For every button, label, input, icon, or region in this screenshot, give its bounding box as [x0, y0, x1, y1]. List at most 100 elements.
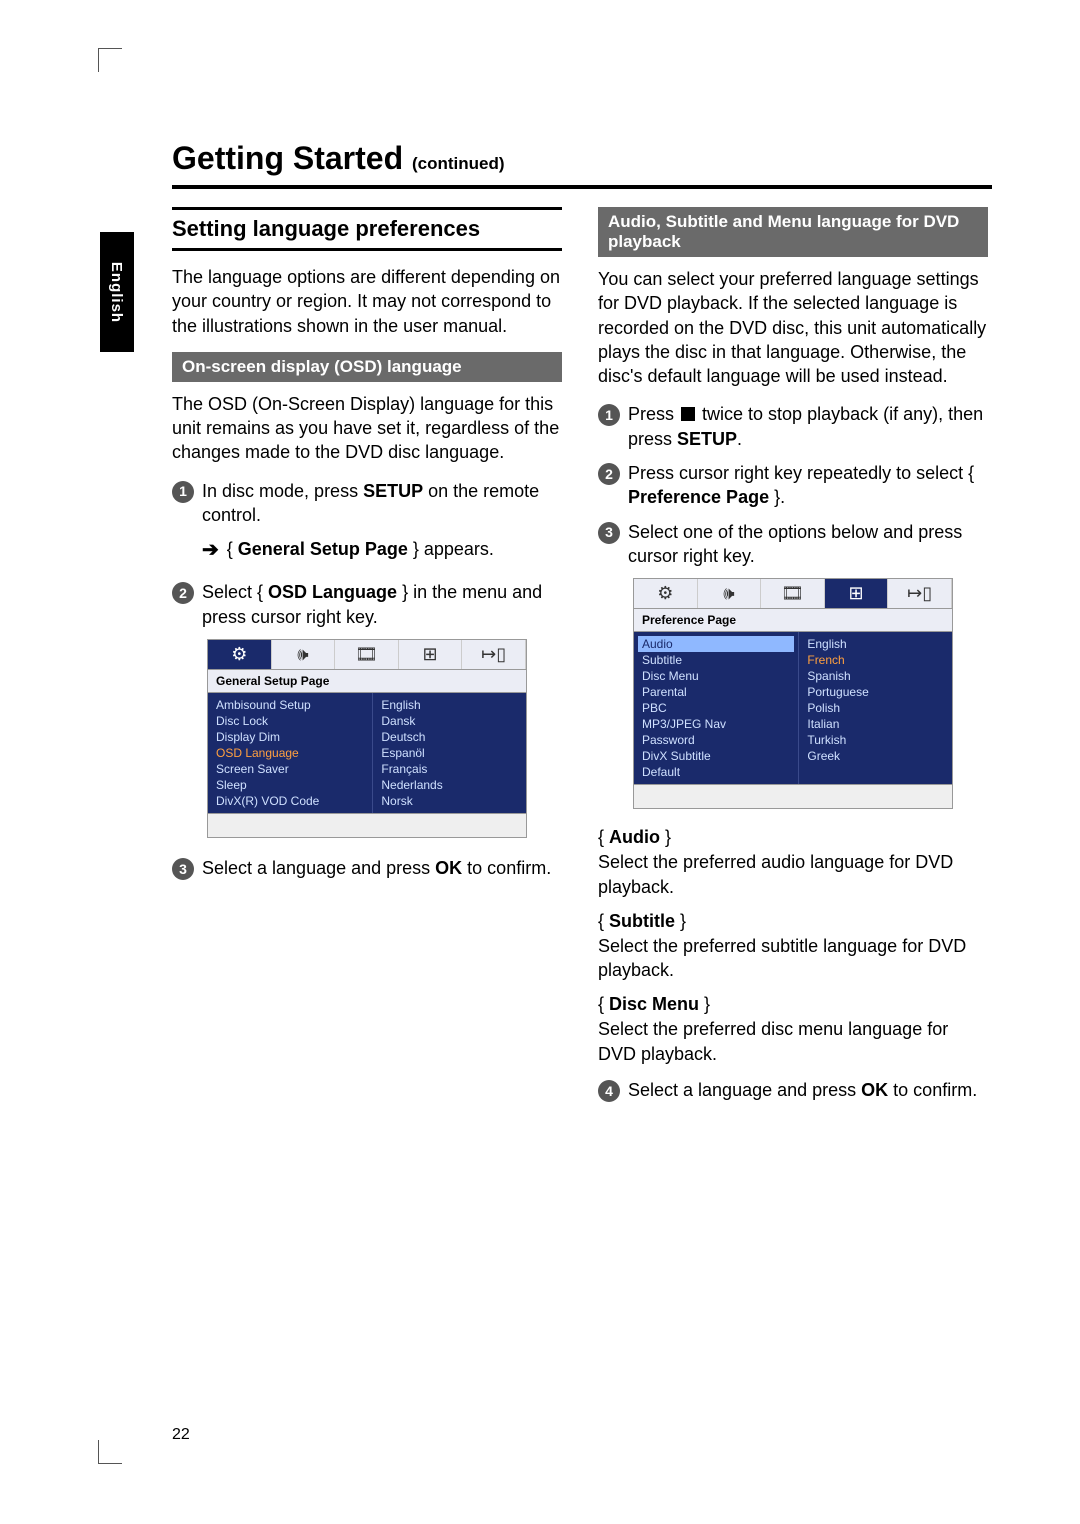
right-step-3: 3 Select one of the options below and pr… — [598, 520, 988, 569]
osd-item: Nederlands — [381, 777, 518, 793]
osd-item: Parental — [642, 684, 790, 700]
right-step-4: 4 Select a language and press OK to conf… — [598, 1078, 988, 1102]
osd-tab-settings-icon: ⚙ — [208, 640, 272, 669]
osd-general-setup-panel: ⚙ 🕪 🎞 ⊞ ↦▯ General Setup Page Ambisound … — [207, 639, 527, 838]
option-audio-desc: Select the preferred audio language for … — [598, 850, 988, 899]
osd-item-highlighted: Audio — [638, 636, 794, 652]
osd-item: MP3/JPEG Nav — [642, 716, 790, 732]
right-step-4-text: Select a language and press OK to confir… — [628, 1078, 988, 1102]
right-step-3-text: Select one of the options below and pres… — [628, 520, 988, 569]
osd-tab-speaker-icon: 🕪 — [272, 640, 336, 669]
subhead-dvd-language: Audio, Subtitle and Menu language for DV… — [598, 207, 988, 257]
osd-item: DivX(R) VOD Code — [216, 793, 364, 809]
left-result-line: ➔ { General Setup Page } appears. — [172, 537, 562, 564]
osd-item: Sleep — [216, 777, 364, 793]
osd-item: Subtitle — [642, 652, 790, 668]
osd-item: English — [807, 636, 944, 652]
step-badge-3: 3 — [172, 858, 194, 880]
osd-tab-exit-icon: ↦▯ — [888, 579, 952, 608]
osd-item-selected: OSD Language — [216, 745, 364, 761]
crop-mark-bottom-left — [98, 1440, 122, 1464]
subhead-osd-language: On-screen display (OSD) language — [172, 352, 562, 382]
osd-item: Display Dim — [216, 729, 364, 745]
osd-tab-speaker-icon: 🕪 — [698, 579, 762, 608]
option-disc-menu: { Disc Menu } Select the preferred disc … — [598, 994, 988, 1066]
osd-preference-panel: ⚙ 🕪 🎞 ⊞ ↦▯ Preference Page Audio Subtitl… — [633, 578, 953, 809]
osd-status-bar — [634, 784, 952, 808]
osd-status-bar — [208, 813, 526, 837]
language-side-tab: English — [100, 232, 134, 352]
section-heading-language-prefs: Setting language preferences — [172, 207, 562, 251]
osd-general-right-list: English Dansk Deutsch Espanöl Français N… — [373, 693, 526, 813]
osd-item: Dansk — [381, 713, 518, 729]
left-step-2: 2 Select { OSD Language } in the menu an… — [172, 580, 562, 629]
osd-language-description: The OSD (On-Screen Display) language for… — [172, 392, 562, 465]
osd-general-body: Ambisound Setup Disc Lock Display Dim OS… — [208, 693, 526, 813]
two-column-layout: Setting language preferences The languag… — [172, 207, 992, 1112]
left-result-text: { General Setup Page } appears. — [227, 537, 494, 564]
option-subtitle-desc: Select the preferred subtitle language f… — [598, 934, 988, 983]
step-badge-1: 1 — [598, 404, 620, 426]
page-content: Getting Started (continued) Setting lang… — [172, 140, 992, 1112]
osd-general-title: General Setup Page — [208, 670, 526, 693]
osd-general-left-list: Ambisound Setup Disc Lock Display Dim OS… — [208, 693, 373, 813]
crop-mark-top-left — [98, 48, 122, 72]
osd-item: Disc Menu — [642, 668, 790, 684]
osd-tab-grid-icon: ⊞ — [399, 640, 463, 669]
osd-item: Disc Lock — [216, 713, 364, 729]
osd-item: DivX Subtitle — [642, 748, 790, 764]
osd-tab-exit-icon: ↦▯ — [462, 640, 526, 669]
step-badge-2: 2 — [172, 582, 194, 604]
option-audio: { Audio } Select the preferred audio lan… — [598, 827, 988, 899]
osd-preference-title: Preference Page — [634, 609, 952, 632]
arrow-icon: ➔ — [202, 537, 219, 564]
osd-item: Deutsch — [381, 729, 518, 745]
osd-item: Espanöl — [381, 745, 518, 761]
osd-item: Password — [642, 732, 790, 748]
osd-tab-video-icon: 🎞 — [335, 640, 399, 669]
dvd-language-intro: You can select your preferred language s… — [598, 267, 988, 388]
step-badge-1: 1 — [172, 481, 194, 503]
step-badge-4: 4 — [598, 1080, 620, 1102]
osd-tab-settings-icon: ⚙ — [634, 579, 698, 608]
osd-item: English — [381, 697, 518, 713]
intro-paragraph: The language options are different depen… — [172, 265, 562, 338]
page-title-continued: (continued) — [412, 154, 505, 173]
osd-item: Français — [381, 761, 518, 777]
osd-item: Norsk — [381, 793, 518, 809]
osd-item: Italian — [807, 716, 944, 732]
right-step-1: 1 Press twice to stop playback (if any),… — [598, 402, 988, 451]
osd-item: French — [807, 652, 944, 668]
stop-icon — [681, 407, 695, 421]
page-title: Getting Started (continued) — [172, 140, 992, 177]
language-side-tab-label: English — [109, 261, 126, 322]
left-step-3-text: Select a language and press OK to confir… — [202, 856, 562, 880]
title-rule — [172, 185, 992, 189]
option-disc-menu-label: { Disc Menu } — [598, 994, 988, 1015]
osd-item: Greek — [807, 748, 944, 764]
option-disc-menu-desc: Select the preferred disc menu language … — [598, 1017, 988, 1066]
osd-item: Spanish — [807, 668, 944, 684]
left-step-1: 1 In disc mode, press SETUP on the remot… — [172, 479, 562, 528]
osd-preference-body: Audio Subtitle Disc Menu Parental PBC MP… — [634, 632, 952, 784]
step-badge-3: 3 — [598, 522, 620, 544]
osd-tabs-preference: ⚙ 🕪 🎞 ⊞ ↦▯ — [634, 579, 952, 609]
left-step-3: 3 Select a language and press OK to conf… — [172, 856, 562, 880]
right-step-1-text: Press twice to stop playback (if any), t… — [628, 402, 988, 451]
osd-item: Portuguese — [807, 684, 944, 700]
step-badge-2: 2 — [598, 463, 620, 485]
osd-tab-grid-icon: ⊞ — [825, 579, 889, 608]
osd-item: Default — [642, 764, 790, 780]
osd-item: Polish — [807, 700, 944, 716]
osd-preference-right-list: English French Spanish Portuguese Polish… — [799, 632, 952, 784]
option-subtitle: { Subtitle } Select the preferred subtit… — [598, 911, 988, 983]
right-step-2: 2 Press cursor right key repeatedly to s… — [598, 461, 988, 510]
left-step-2-text: Select { OSD Language } in the menu and … — [202, 580, 562, 629]
left-column: Setting language preferences The languag… — [172, 207, 562, 1112]
osd-item: Screen Saver — [216, 761, 364, 777]
osd-tabs-general: ⚙ 🕪 🎞 ⊞ ↦▯ — [208, 640, 526, 670]
osd-preference-left-list: Audio Subtitle Disc Menu Parental PBC MP… — [634, 632, 799, 784]
page-title-text: Getting Started — [172, 140, 403, 176]
page-number: 22 — [172, 1426, 190, 1444]
osd-item: Ambisound Setup — [216, 697, 364, 713]
